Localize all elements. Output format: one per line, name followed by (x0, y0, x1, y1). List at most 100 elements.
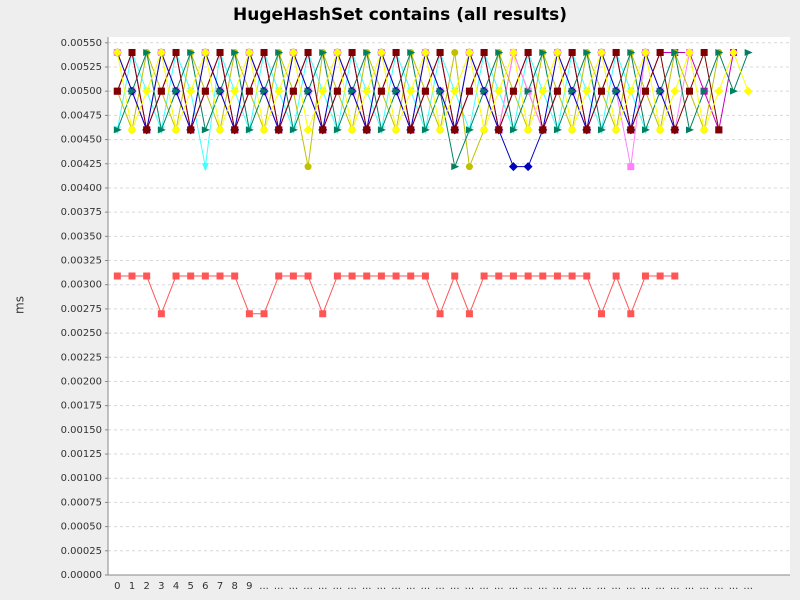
point (333, 126, 342, 134)
point (348, 87, 357, 95)
point (157, 126, 166, 134)
point (392, 48, 400, 56)
x-tick-label: ... (523, 581, 533, 592)
x-tick-label: 7 (217, 581, 223, 592)
point (421, 126, 430, 134)
x-tick-label: ... (699, 581, 709, 592)
point (187, 272, 195, 280)
x-tick-label: ... (670, 581, 680, 592)
point (612, 272, 620, 280)
point (553, 272, 561, 280)
point (552, 47, 562, 57)
x-tick-label: 9 (246, 581, 252, 592)
point (421, 272, 429, 280)
point (641, 87, 649, 95)
x-tick-label: ... (406, 581, 416, 592)
point (289, 87, 297, 95)
point (465, 163, 473, 171)
point (539, 272, 547, 280)
point (187, 48, 196, 56)
y-tick-label: 0.00050 (61, 522, 102, 533)
point (363, 272, 371, 280)
point (303, 125, 313, 135)
point (319, 310, 327, 318)
y-tick-label: 0.00275 (61, 304, 102, 315)
y-tick-label: 0.00000 (61, 570, 102, 581)
x-tick-label: ... (362, 581, 372, 592)
point (216, 272, 224, 280)
x-tick-label: ... (303, 581, 313, 592)
point (304, 272, 312, 280)
point (508, 162, 518, 172)
y-tick-label: 0.00225 (61, 352, 102, 363)
point (451, 163, 460, 171)
point (641, 126, 650, 134)
point (245, 126, 254, 134)
x-tick-label: ... (743, 581, 753, 592)
y-tick-label: 0.00500 (61, 86, 102, 97)
x-tick-label: ... (582, 581, 592, 592)
x-tick-label: 3 (158, 581, 164, 592)
point (700, 48, 708, 56)
x-tick-label: 2 (143, 581, 149, 592)
point (288, 47, 298, 57)
point (420, 47, 430, 57)
point (715, 48, 724, 56)
point (685, 126, 694, 134)
x-tick-label: ... (553, 581, 563, 592)
point (744, 48, 753, 56)
point (304, 48, 312, 56)
x-tick-label: 5 (188, 581, 194, 592)
point (495, 272, 503, 280)
point (362, 86, 372, 96)
point (376, 47, 386, 57)
point (627, 126, 635, 134)
point (304, 163, 312, 171)
point (259, 125, 269, 135)
x-tick-label: ... (318, 581, 328, 592)
x-tick-label: ... (347, 581, 357, 592)
point (450, 86, 460, 96)
point (231, 272, 239, 280)
point (596, 47, 606, 57)
point (671, 126, 679, 134)
y-tick-label: 0.00350 (61, 231, 102, 242)
series-line (116, 50, 720, 132)
y-tick-label: 0.00075 (61, 497, 102, 508)
point (319, 126, 327, 134)
x-tick-label: ... (509, 581, 519, 592)
point (509, 272, 517, 280)
point (215, 125, 225, 135)
point (274, 86, 284, 96)
point (332, 47, 342, 57)
x-tick-label: ... (714, 581, 724, 592)
point (656, 87, 665, 95)
x-tick-label: ... (685, 581, 695, 592)
point (568, 48, 576, 56)
point (539, 48, 548, 56)
point (201, 87, 209, 95)
x-tick-label: ... (729, 581, 739, 592)
point (685, 87, 693, 95)
point (260, 310, 268, 318)
point (524, 48, 532, 56)
point (157, 310, 165, 318)
point (451, 272, 459, 280)
point (538, 86, 548, 96)
point (700, 87, 709, 95)
point (583, 48, 592, 56)
point (567, 125, 577, 135)
point (128, 87, 137, 95)
point (627, 310, 635, 318)
point (187, 126, 195, 134)
point (479, 125, 489, 135)
point (509, 126, 518, 134)
point (465, 310, 473, 318)
point (231, 48, 240, 56)
point (363, 126, 371, 134)
y-axis-label: ms (13, 296, 27, 314)
point (333, 272, 341, 280)
point (743, 86, 753, 96)
point (377, 272, 385, 280)
point (407, 126, 415, 134)
